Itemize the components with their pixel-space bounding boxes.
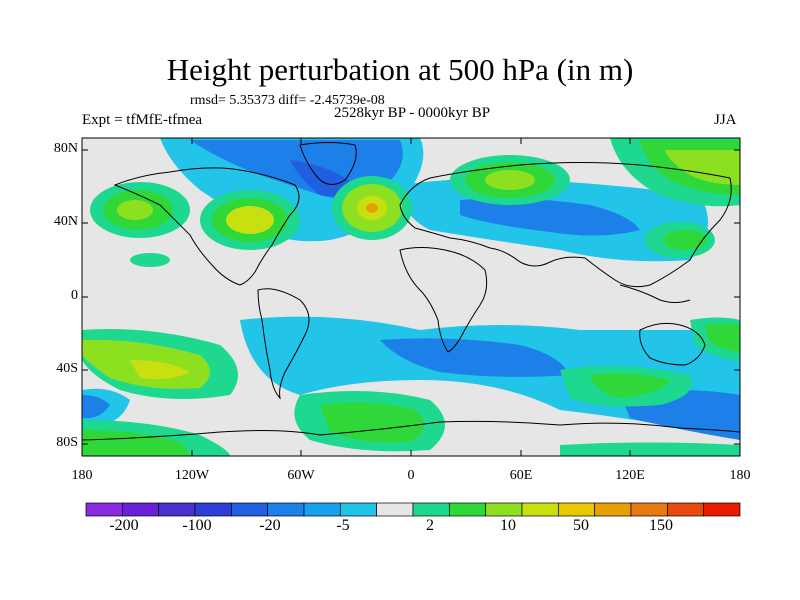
colorbar-swatch [121, 502, 160, 517]
lon-tick-label: 60W [287, 468, 315, 483]
lon-tick-label: 180 [71, 468, 93, 483]
lat-tick-label: 80N [53, 141, 78, 156]
coastlines [82, 142, 740, 441]
lon-tick-label: 60E [509, 468, 533, 483]
lat-tick-marks [82, 149, 740, 445]
contour-region [460, 198, 640, 236]
contour-region [82, 395, 110, 419]
lat-tick-label: 80S [56, 435, 78, 450]
contour-region [705, 323, 740, 352]
season-label: JJA [714, 112, 737, 128]
coastline-africa [399, 247, 488, 353]
lon-tick-label: 120E [615, 468, 645, 483]
coastline-greenland [299, 142, 357, 185]
contour-region [485, 170, 535, 190]
coastline-north-america [113, 167, 300, 286]
colorbar-swatch [594, 502, 632, 517]
colorbar-label: -200 [109, 517, 139, 534]
contour-region [240, 316, 740, 440]
colorbar-swatch [339, 502, 378, 517]
map-field [82, 138, 740, 456]
colorbar-label: 150 [649, 517, 673, 534]
contour-region [130, 360, 190, 380]
colorbar-label: -5 [336, 517, 350, 534]
colorbar-swatch [485, 502, 523, 517]
colorbar-swatch [158, 502, 196, 517]
contour-region [290, 160, 355, 197]
colorbar-label: 2 [426, 517, 434, 534]
colorbar-swatch [85, 502, 123, 517]
colorbar-swatch [412, 502, 450, 517]
contour-region [380, 338, 570, 377]
colorbar-label: 50 [573, 517, 589, 534]
contour-region [226, 206, 274, 234]
contour-region [560, 442, 740, 456]
coastline-eurasia [399, 162, 732, 288]
colorbar-swatch [230, 502, 269, 517]
lon-tick-label: 180 [729, 468, 751, 483]
colorbar [85, 502, 741, 517]
colorbar-swatch [557, 502, 596, 517]
stats-line: rmsd= 5.35373 diff= -2.45739e-08 [190, 93, 385, 108]
coastline-south-america [257, 288, 310, 400]
coastline-australia [639, 322, 706, 366]
colorbar-swatch [521, 502, 559, 517]
colorbar-label: -20 [259, 517, 281, 534]
period-label: 2528kyr BP - 0000kyr BP [333, 105, 491, 121]
contour-region [130, 253, 170, 267]
coastline-antarctica [82, 420, 740, 441]
colorbar-swatch [376, 502, 414, 517]
coastline-southeast-asia [619, 284, 691, 303]
contour-region [366, 203, 378, 213]
figure-title: Height perturbation at 500 hPa (in m) [166, 52, 634, 87]
contour-region [590, 373, 670, 398]
contour-region [117, 200, 153, 220]
colorbar-swatch [448, 502, 487, 517]
colorbar-swatch [703, 502, 741, 517]
colorbar-swatch [194, 502, 232, 517]
contour-region [82, 430, 190, 456]
colorbar-swatch [630, 502, 668, 517]
lon-tick-label: 0 [407, 468, 415, 483]
colorbar-label: 10 [500, 517, 516, 534]
contour-region [663, 230, 707, 250]
colorbar-swatch [303, 502, 341, 517]
colorbar-swatch [267, 502, 305, 517]
lon-tick-marks [81, 138, 741, 456]
lon-tick-label: 120W [174, 468, 210, 483]
experiment-label: Expt = tfMfE-tfmea [82, 112, 203, 128]
lat-tick-label: 0 [71, 288, 78, 303]
lat-tick-label: 40S [56, 361, 78, 376]
colorbar-swatch [666, 502, 705, 517]
lat-tick-label: 40N [53, 214, 78, 229]
colorbar-label: -100 [182, 517, 212, 534]
